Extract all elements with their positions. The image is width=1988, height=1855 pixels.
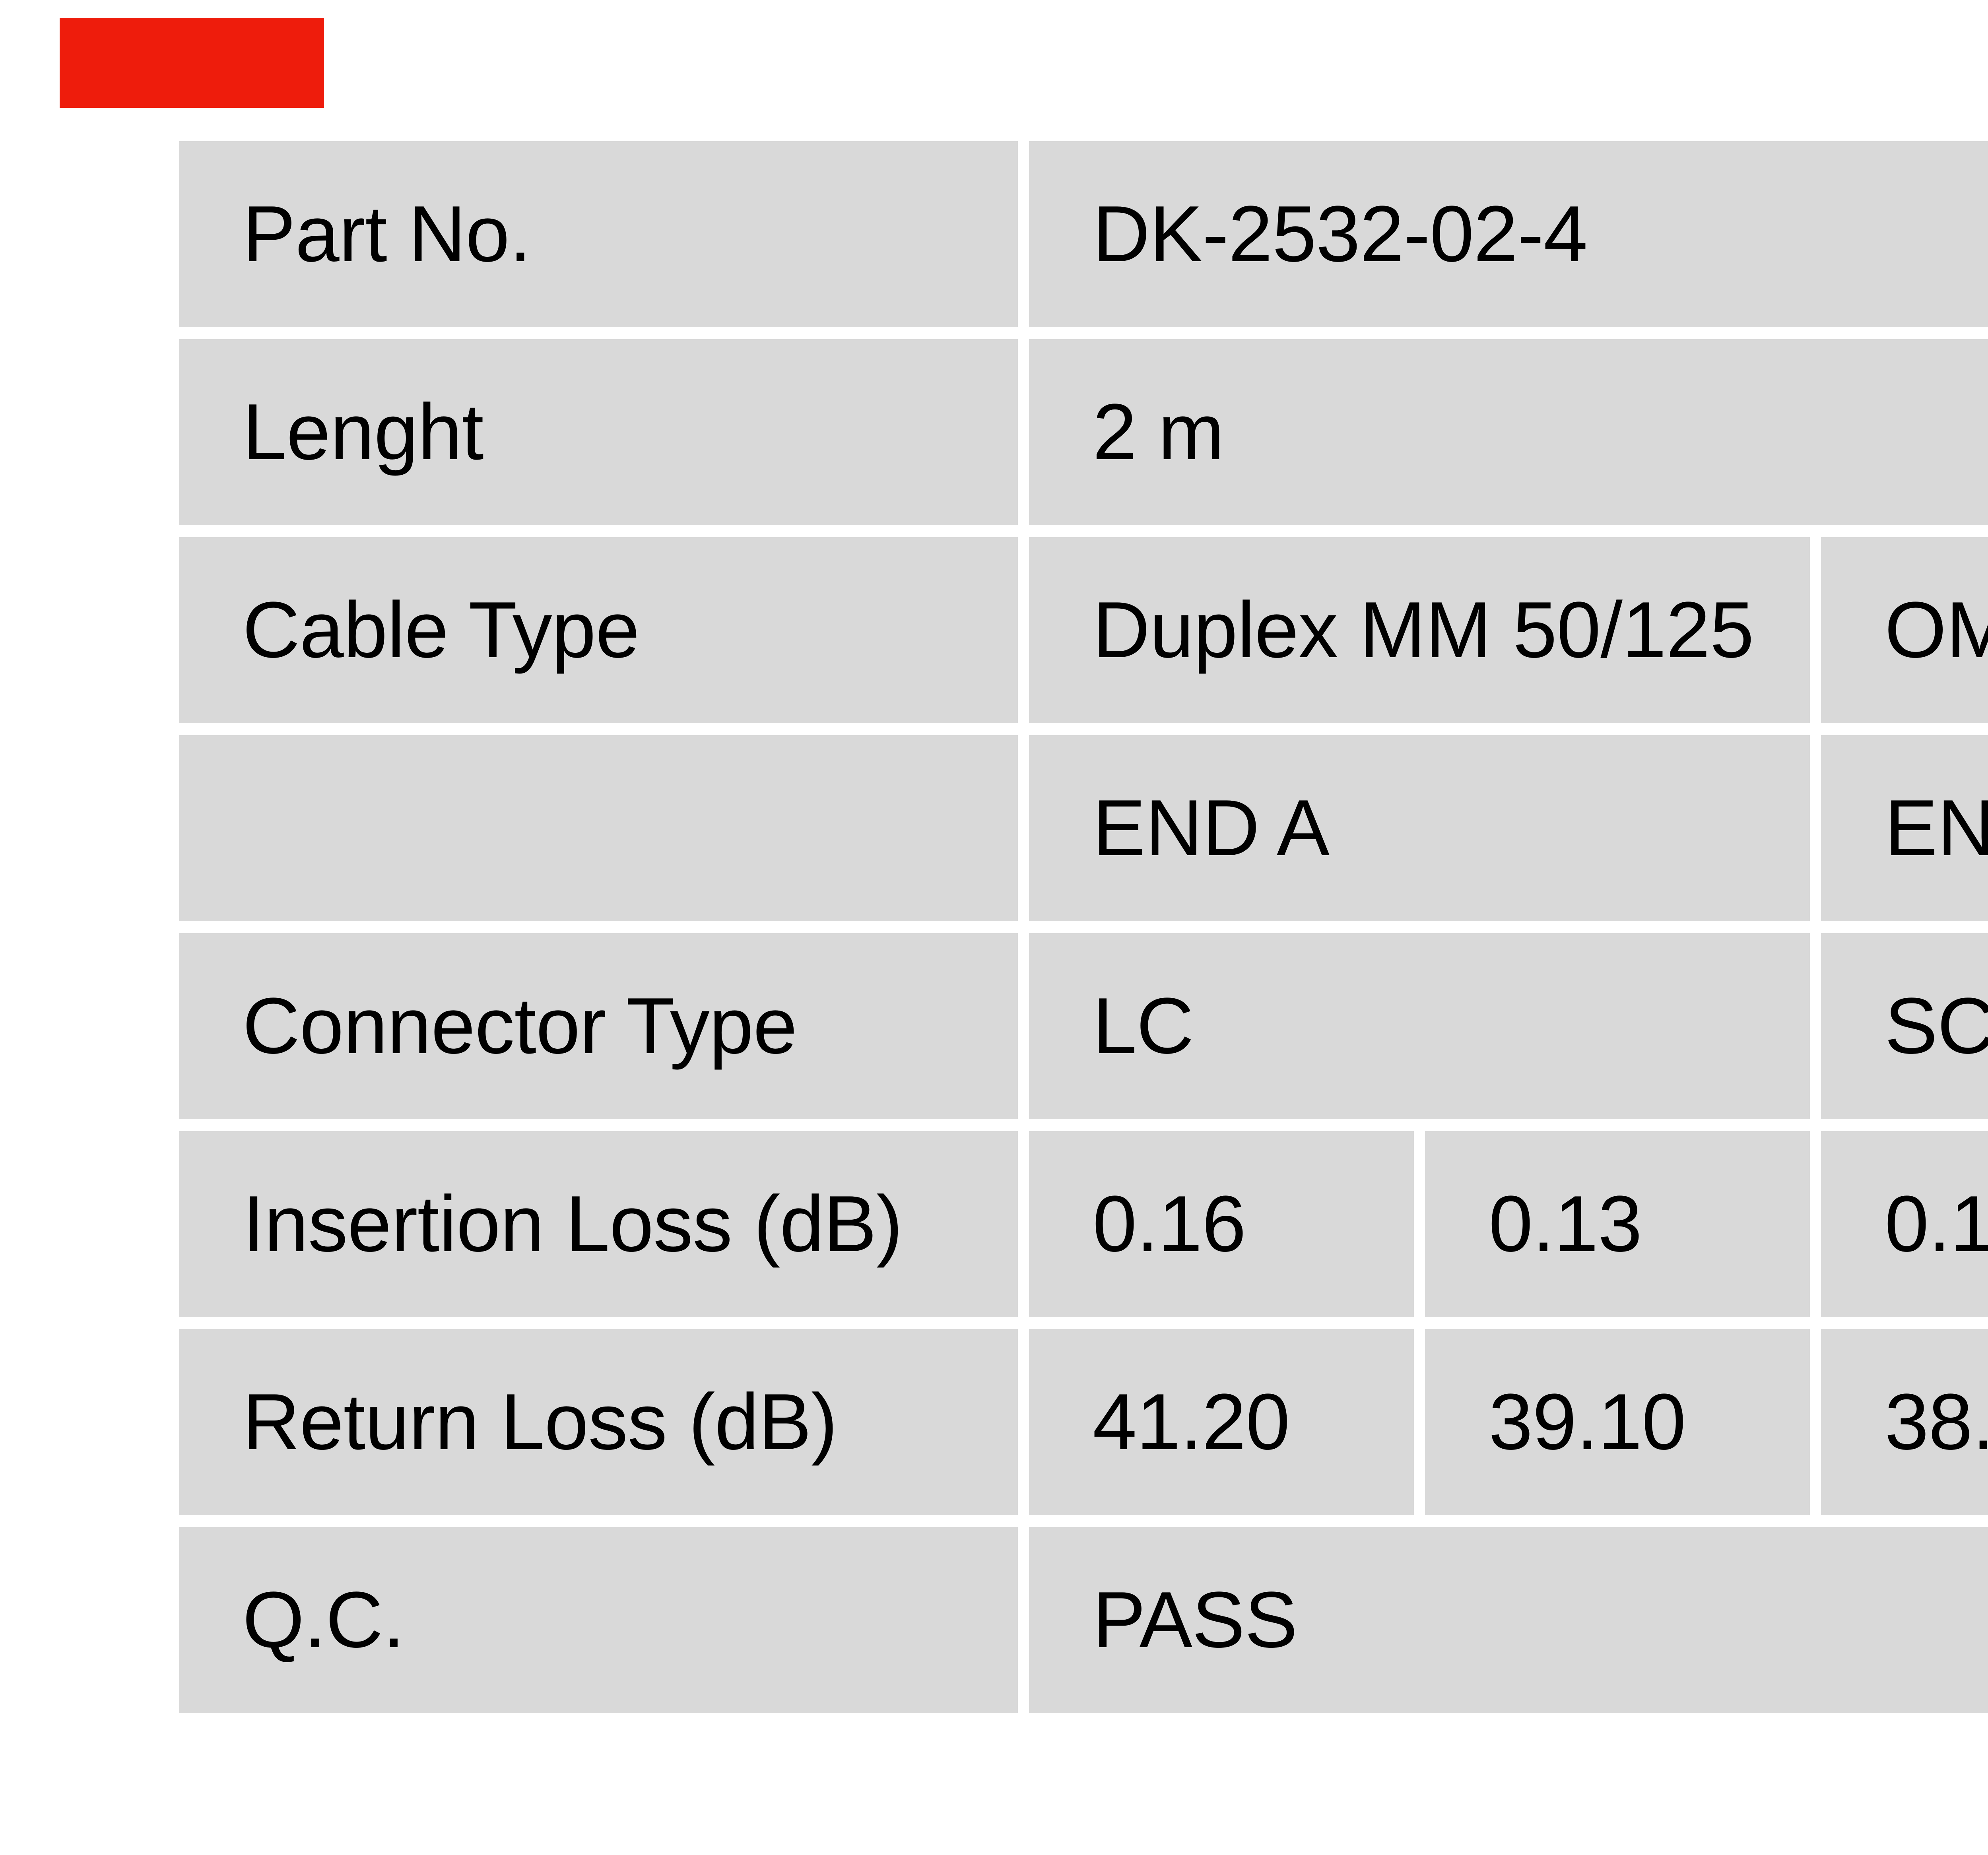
- cell-value: PASS: [1029, 1527, 1988, 1713]
- cell-value: END B: [1821, 735, 1988, 921]
- row-label: Lenght: [179, 339, 1018, 525]
- cell-value: 0.15: [1821, 1131, 1988, 1317]
- row-label: [179, 735, 1018, 921]
- cell-value: Duplex MM 50/125: [1029, 537, 1810, 723]
- cell-value: LC: [1029, 933, 1810, 1119]
- cell-value: 39.10: [1425, 1329, 1810, 1515]
- cell-value: OM4 LSZH: [1821, 537, 1988, 723]
- cell-value: 41.20: [1029, 1329, 1414, 1515]
- cell-value: 38.20: [1821, 1329, 1988, 1515]
- red-logo-block: [60, 18, 324, 108]
- cell-value: 2 m: [1029, 339, 1988, 525]
- row-label: Connector Type: [179, 933, 1018, 1119]
- qc-spec-table: Part No. DK-2532-02-4 Lenght 2 m Cable Type D…: [179, 141, 1988, 1713]
- row-label: Insertion Loss (dB): [179, 1131, 1018, 1317]
- row-label: Part No.: [179, 141, 1018, 327]
- row-label: Q.C.: [179, 1527, 1018, 1713]
- cell-value: DK-2532-02-4: [1029, 141, 1988, 327]
- row-label: Return Loss (dB): [179, 1329, 1018, 1515]
- row-label: Cable Type: [179, 537, 1018, 723]
- cell-value: SC: [1821, 933, 1988, 1119]
- cell-value: 0.13: [1425, 1131, 1810, 1317]
- cell-value: END A: [1029, 735, 1810, 921]
- cell-value: 0.16: [1029, 1131, 1414, 1317]
